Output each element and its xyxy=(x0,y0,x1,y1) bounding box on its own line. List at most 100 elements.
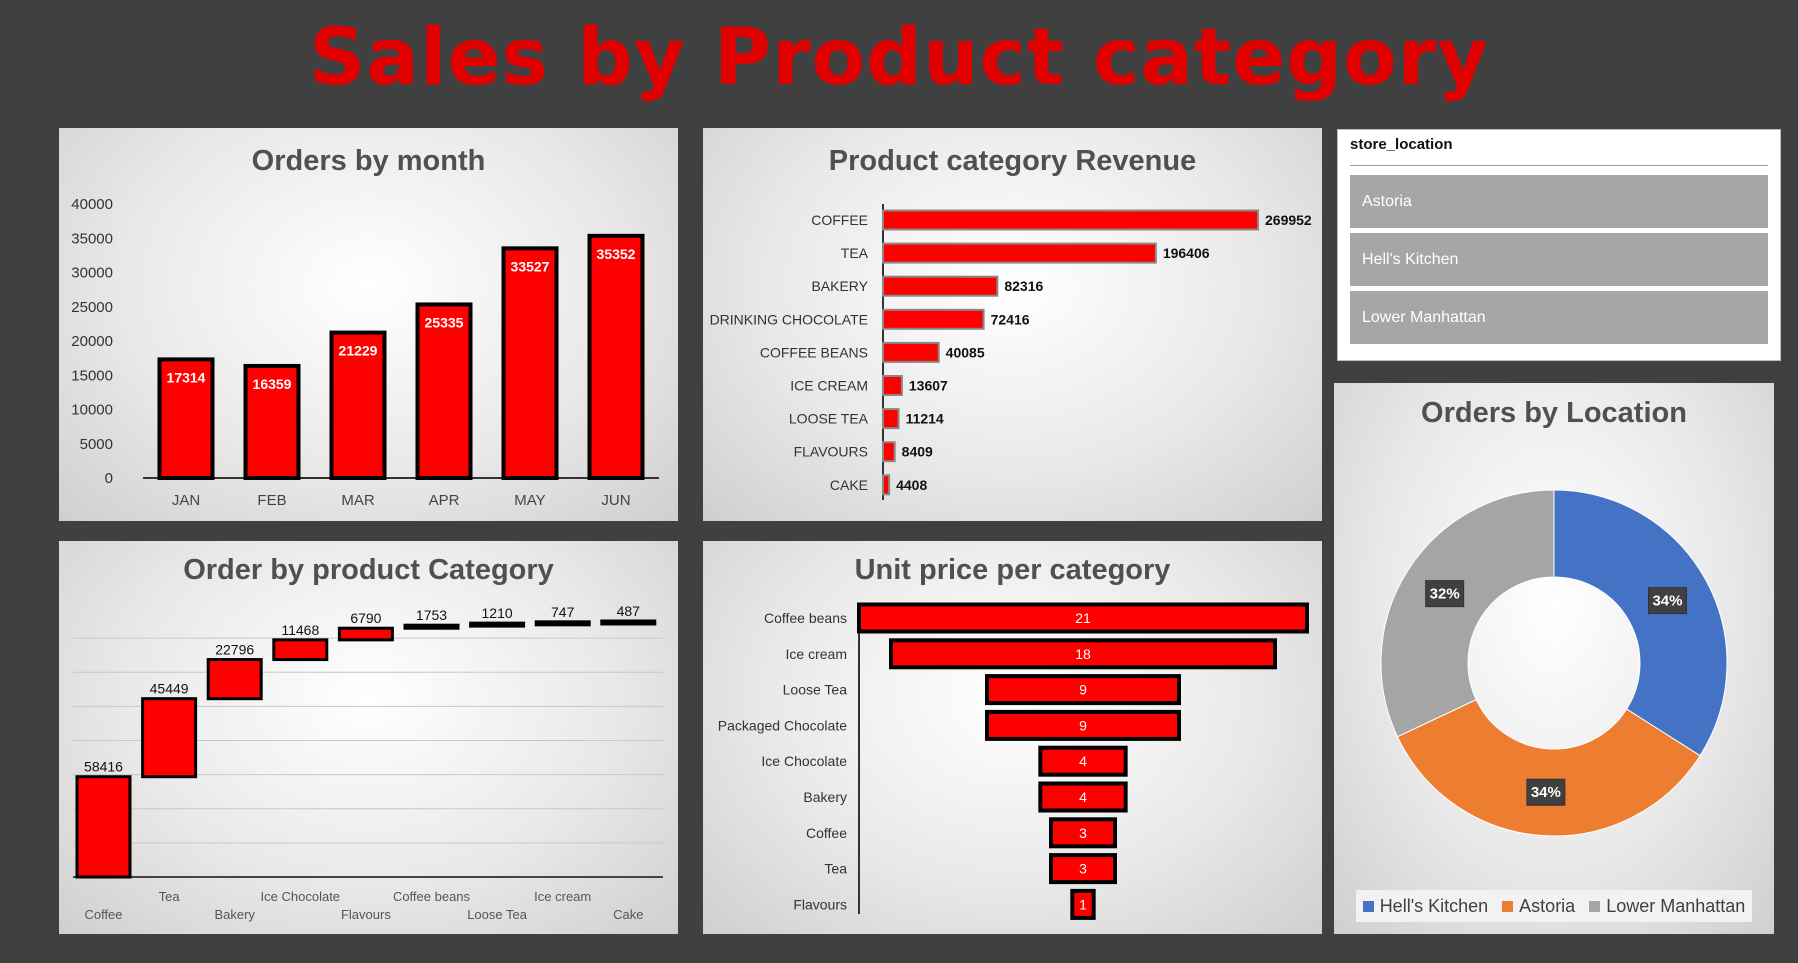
category-label: CAKE xyxy=(830,477,868,493)
x-tick-label: APR xyxy=(429,492,460,509)
slice-label: 34% xyxy=(1531,784,1561,801)
bar xyxy=(882,308,985,330)
bar xyxy=(882,375,903,396)
data-label: 72416 xyxy=(991,311,1030,327)
data-label: 11214 xyxy=(906,411,944,427)
legend-swatch-hells-kitchen xyxy=(1362,900,1374,912)
bar xyxy=(882,474,891,496)
legend-item-lower-manhattan[interactable]: Lower Manhattan xyxy=(1589,896,1745,917)
data-label: 16359 xyxy=(253,376,292,392)
bar xyxy=(882,341,940,363)
donut-slice xyxy=(1380,489,1555,738)
data-label: 1 xyxy=(1079,896,1087,912)
data-label: 58416 xyxy=(84,759,123,775)
bar xyxy=(600,619,657,626)
orders-by-month-panel[interactable]: Orders by month 0 5000 10000 15000 20000 2500… xyxy=(59,128,678,521)
category-label: COFFEE BEANS xyxy=(760,344,868,360)
bar xyxy=(206,658,263,701)
order-by-product-category-panel[interactable]: Order by product Category 58416 Coffee 454… xyxy=(59,541,678,934)
slicer-divider xyxy=(1350,165,1768,166)
data-label: 4 xyxy=(1079,753,1087,769)
data-label: 35352 xyxy=(597,246,636,262)
data-label: 82316 xyxy=(1004,278,1043,294)
category-label: Tea xyxy=(824,861,847,877)
category-label: Coffee xyxy=(806,825,847,841)
category-label: LOOSE TEA xyxy=(789,411,869,427)
bar xyxy=(337,626,394,642)
category-label: COFFEE xyxy=(811,212,868,228)
y-tick-label: 35000 xyxy=(71,230,113,247)
data-label: 1753 xyxy=(416,607,447,623)
legend-label: Astoria xyxy=(1519,895,1576,916)
data-label: 196406 xyxy=(1163,245,1210,261)
orders-by-location-panel[interactable]: Orders by Location 34% 34% 32% xyxy=(1334,383,1774,934)
bar xyxy=(889,638,1277,670)
bar xyxy=(882,209,1259,231)
category-label: Cake xyxy=(613,907,643,922)
order-by-product-category-title: Order by product Category xyxy=(183,554,554,586)
data-label: 33527 xyxy=(511,258,550,274)
product-category-revenue-title: Product category Revenue xyxy=(828,145,1197,177)
category-label: Coffee beans xyxy=(764,610,847,626)
data-label: 3 xyxy=(1079,825,1087,841)
legend-label: Lower Manhattan xyxy=(1606,895,1746,916)
unit-price-chart: 21 Coffee beans 18 Ice cream 9 Loose Tea 9 Pack… xyxy=(718,602,1309,920)
bar xyxy=(882,408,900,430)
data-label: 6790 xyxy=(350,610,381,626)
data-label: 487 xyxy=(617,603,641,619)
category-label: Flavours xyxy=(341,907,391,922)
legend-swatch-astoria xyxy=(1502,900,1514,912)
bar xyxy=(882,441,896,463)
y-tick-label: 10000 xyxy=(71,402,113,419)
slicer-title: store_location xyxy=(1350,136,1453,153)
legend-item-astoria[interactable]: Astoria xyxy=(1502,896,1575,917)
data-label: 8409 xyxy=(902,444,933,460)
legend-label: Hell's Kitchen xyxy=(1379,895,1489,916)
x-tick-label: MAY xyxy=(514,492,545,509)
data-label: 3 xyxy=(1079,861,1087,877)
legend-swatch-lower-manhattan xyxy=(1589,900,1601,912)
slicer-item-lower-manhattan[interactable]: Lower Manhattan xyxy=(1350,291,1768,344)
y-tick-label: 30000 xyxy=(71,265,113,282)
orders-by-location-chart: 34% 34% 32% xyxy=(1380,489,1728,837)
unit-price-panel[interactable]: Unit price per category 21 Coffee beans 18… xyxy=(703,541,1322,934)
bar xyxy=(882,242,1157,264)
bar xyxy=(534,620,591,627)
product-category-revenue-panel[interactable]: Product category Revenue 269952 COFFEE 196… xyxy=(703,128,1322,521)
orders-by-month-title: Orders by month xyxy=(251,145,486,177)
slicer-item-hells-kitchen[interactable]: Hell's Kitchen xyxy=(1350,233,1768,286)
slice-label: 32% xyxy=(1430,586,1460,603)
bar xyxy=(985,674,1181,706)
data-label: 9 xyxy=(1079,682,1087,698)
category-label: FLAVOURS xyxy=(794,444,868,460)
y-tick-label: 20000 xyxy=(71,333,113,350)
bar xyxy=(157,357,215,480)
data-label: 17314 xyxy=(167,369,206,385)
x-tick-label: FEB xyxy=(257,492,286,509)
bar xyxy=(587,233,645,480)
data-label: 4 xyxy=(1079,789,1087,805)
bar xyxy=(1038,745,1128,777)
bar xyxy=(857,602,1309,634)
x-tick-label: JUN xyxy=(601,492,630,509)
y-tick-label: 40000 xyxy=(71,196,113,213)
data-label: 22796 xyxy=(215,642,254,658)
donut-slice xyxy=(1553,489,1728,757)
slicer-item-astoria[interactable]: Astoria xyxy=(1350,175,1768,228)
category-label: Ice cream xyxy=(786,646,847,662)
y-tick-label: 15000 xyxy=(71,367,113,384)
orders-by-location-legend: Hell's Kitchen Astoria Lower Manhattan xyxy=(1356,890,1752,922)
legend-item-hells-kitchen[interactable]: Hell's Kitchen xyxy=(1362,895,1489,917)
bar xyxy=(501,246,559,480)
data-label: 269952 xyxy=(1265,212,1312,228)
slice-label-box xyxy=(1647,587,1687,615)
bar xyxy=(75,775,132,879)
category-label: Tea xyxy=(159,889,181,904)
category-label: Bakery xyxy=(803,789,847,805)
orders-by-location-title: Orders by Location xyxy=(1421,397,1687,429)
order-by-product-category-chart: 58416 Coffee 45449 Tea 22796 Bakery 11468 Ice C… xyxy=(73,603,663,922)
category-label: Coffee xyxy=(84,907,122,922)
bar xyxy=(882,275,999,297)
bar xyxy=(985,709,1181,741)
data-label: 9 xyxy=(1079,717,1087,733)
